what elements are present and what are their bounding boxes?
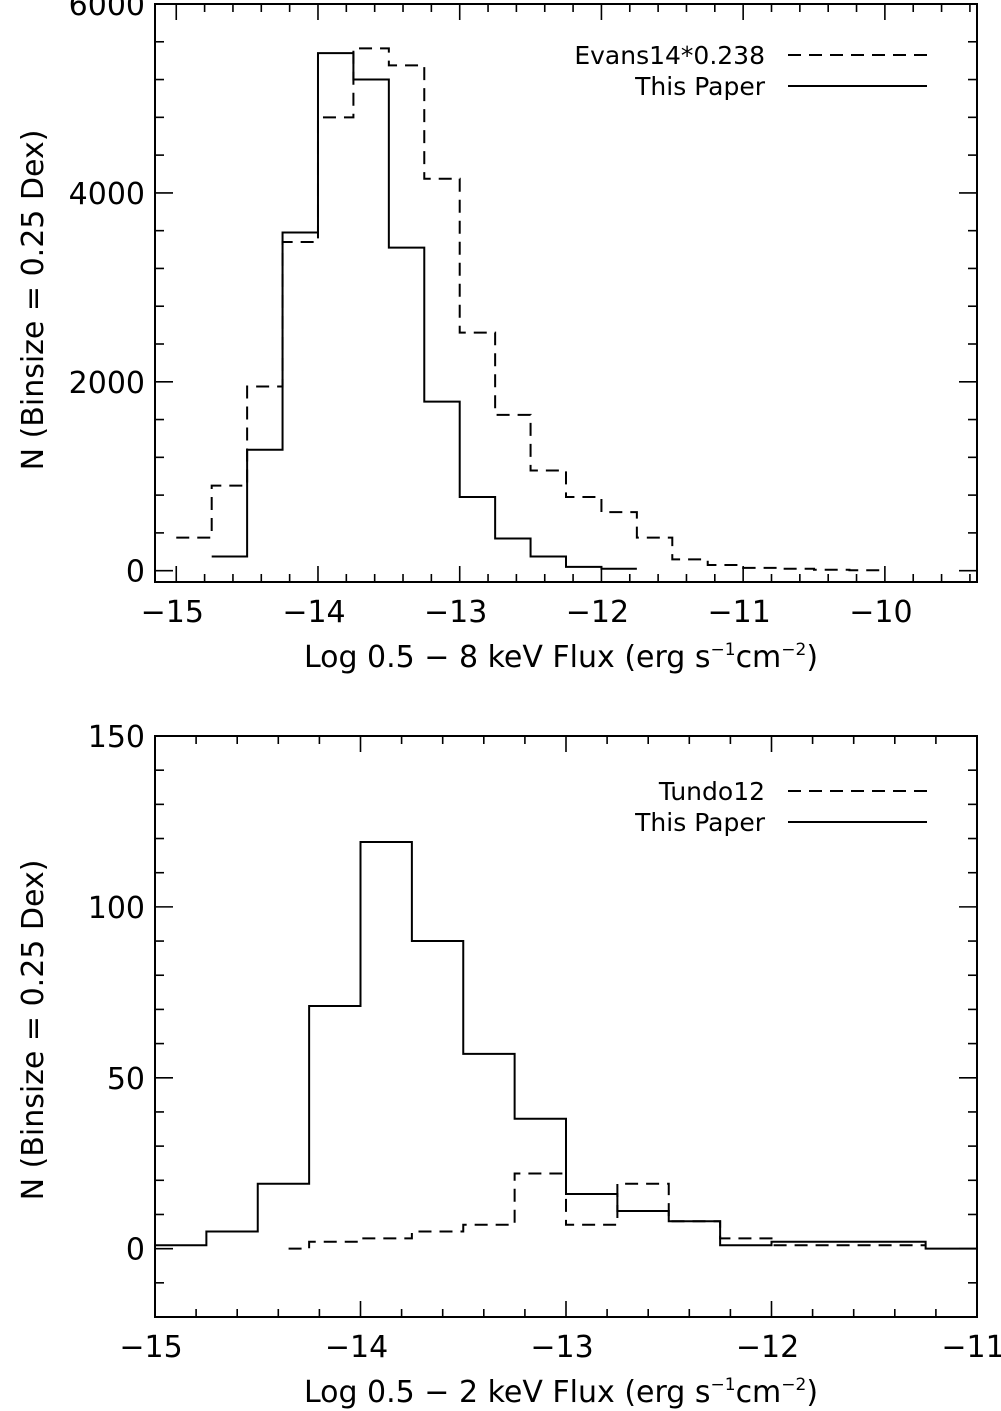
y-tick-label: 2000	[69, 366, 145, 401]
y-tick-label: 50	[107, 1062, 145, 1097]
series-line-tundo12	[288, 1172, 926, 1250]
series-line-this-paper	[211, 52, 637, 570]
x-tick-label: −15	[119, 1330, 182, 1365]
x-tick-label: −11	[707, 595, 770, 630]
x-axis-title: Log 0.5 − 8 keV Flux (erg s−1cm−2)	[304, 640, 818, 675]
chart-panel-1: −15 −14 −13 −12 −11 −10 0 2000 4000 6000 Log 0.5 −…	[16, 0, 978, 675]
y-tick-label: 150	[88, 720, 145, 755]
plot-frame	[154, 3, 978, 583]
x-axis-title-sup: −2	[781, 1375, 806, 1395]
x-axis-title-part: Log 0.5 − 2 keV Flux (erg s	[304, 1375, 711, 1410]
x-axis-title-part: )	[806, 1375, 818, 1410]
y-tick-label: 0	[126, 1233, 145, 1268]
x-tick-label: −14	[282, 595, 345, 630]
x-tick-label: −13	[530, 1330, 593, 1365]
y-axis-title: N (Binsize = 0.25 Dex)	[16, 860, 51, 1201]
plot-frame	[154, 735, 978, 1318]
x-tick-label: −12	[736, 1330, 799, 1365]
y-tick-label: 0	[126, 555, 145, 590]
x-axis-title-sup: −1	[711, 640, 736, 660]
x-tick-label: −11	[941, 1330, 1001, 1365]
chart-panel-2: −15 −14 −13 −12 −11 0 50 100 150 Log 0.5 − 2 keV …	[16, 720, 1001, 1410]
x-tick-label: −15	[141, 595, 204, 630]
x-axis-title-sup: −1	[711, 1375, 736, 1395]
legend-label: This Paper	[634, 808, 766, 837]
x-axis-title-part: )	[806, 640, 818, 675]
legend-label: Evans14*0.238	[574, 41, 765, 70]
series-line-this-paper	[155, 840, 977, 1250]
x-axis-title-part: cm	[736, 640, 782, 675]
y-tick-label: 4000	[69, 177, 145, 212]
x-tick-label: −13	[424, 595, 487, 630]
x-axis-title-sup: −2	[781, 640, 806, 660]
x-tick-label: −14	[325, 1330, 388, 1365]
legend-label: This Paper	[634, 72, 766, 101]
y-tick-label: 100	[88, 891, 145, 926]
x-tick-label: −12	[566, 595, 629, 630]
x-axis-title: Log 0.5 − 2 keV Flux (erg s−1cm−2)	[304, 1375, 818, 1410]
y-axis-title: N (Binsize = 0.25 Dex)	[16, 130, 51, 471]
x-tick-label: −10	[849, 595, 912, 630]
y-tick-label: 6000	[69, 0, 145, 23]
x-axis-title-part: cm	[736, 1375, 782, 1410]
x-axis-title-part: Log 0.5 − 8 keV Flux (erg s	[304, 640, 711, 675]
legend-label: Tundo12	[658, 777, 765, 806]
